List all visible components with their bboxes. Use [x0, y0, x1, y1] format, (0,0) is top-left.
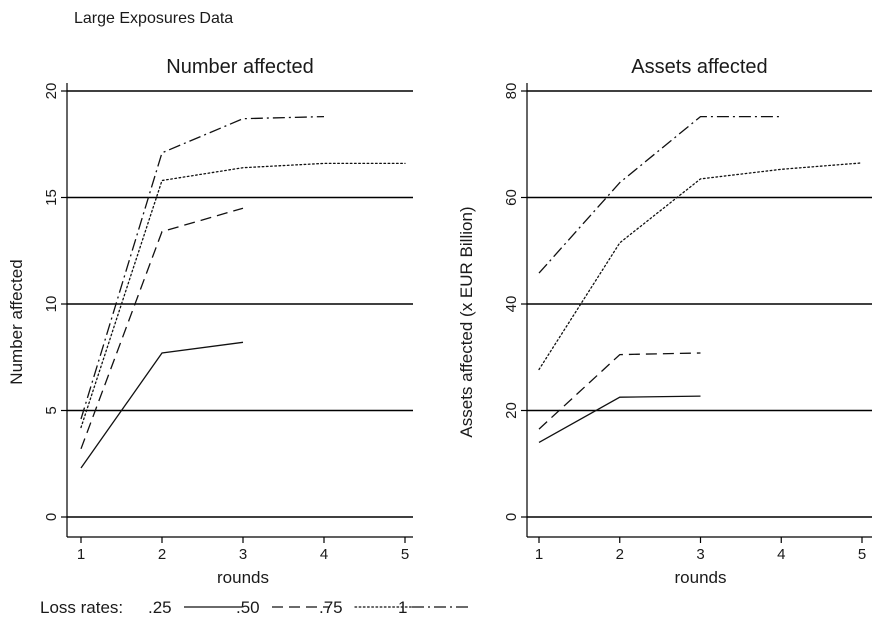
x-tick-label: 5 [401, 546, 409, 563]
series-line [80, 115, 325, 420]
x-tick-label: 1 [77, 546, 85, 563]
series-line [80, 341, 244, 469]
x-tick-label: 4 [777, 546, 785, 563]
series-line [538, 115, 782, 274]
y-tick-label: 10 [43, 296, 60, 313]
chart-title: Number affected [166, 56, 314, 78]
x-axis-label: rounds [675, 568, 727, 587]
x-tick-label: 2 [616, 546, 624, 563]
y-axis-label: Assets affected (x EUR Billion) [457, 206, 476, 437]
legend-label: Loss rates: [40, 598, 123, 617]
x-tick-label: 3 [239, 546, 247, 563]
y-axis-label: Number affected [7, 259, 26, 384]
chart-title: Assets affected [631, 56, 767, 78]
x-tick-label: 2 [158, 546, 166, 563]
legend-entry-label: .50 [236, 598, 260, 617]
y-tick-label: 20 [503, 402, 520, 419]
y-tick-label: 60 [503, 189, 520, 206]
page-title: Large Exposures Data [74, 10, 234, 27]
x-tick-label: 3 [696, 546, 704, 563]
y-tick-label: 0 [43, 513, 60, 521]
series-line [538, 395, 701, 443]
legend-entry-label: 1 [398, 598, 407, 617]
y-tick-label: 5 [43, 406, 60, 414]
y-tick-label: 40 [503, 296, 520, 313]
y-tick-label: 15 [43, 189, 60, 206]
series-line [538, 352, 701, 430]
legend-entry-label: .75 [319, 598, 343, 617]
x-tick-label: 1 [535, 546, 543, 563]
series-line [80, 207, 244, 450]
x-tick-label: 4 [320, 546, 328, 563]
legend-entry-label: .25 [148, 598, 172, 617]
y-tick-label: 80 [503, 83, 520, 100]
series-line [80, 162, 406, 429]
series-line [538, 162, 863, 371]
x-axis-label: rounds [217, 568, 269, 587]
y-tick-label: 20 [43, 83, 60, 100]
x-tick-label: 5 [858, 546, 866, 563]
y-tick-label: 0 [503, 513, 520, 521]
